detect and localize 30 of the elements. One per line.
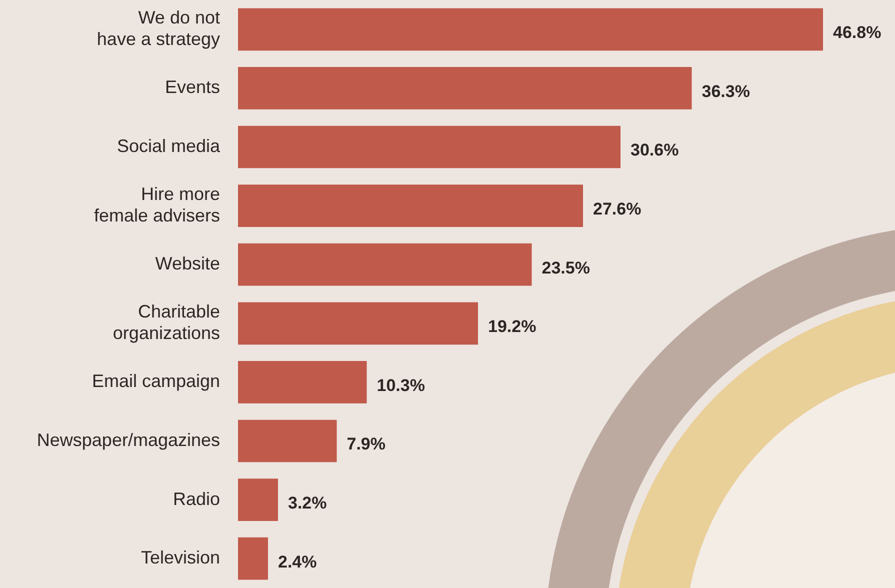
y-tick-label: Newspaper/magazines	[36, 430, 220, 450]
bar	[238, 126, 620, 168]
data-label: 10.3%	[376, 376, 425, 395]
data-label: 46.8%	[833, 23, 882, 42]
y-tick-label: Hire more female advisers	[94, 184, 220, 226]
data-label: 2.4%	[278, 552, 317, 572]
y-tick-label: Television	[140, 548, 220, 568]
bar	[238, 8, 823, 51]
y-tick-label: We do not have a strategy	[96, 8, 220, 50]
y-tick-label: Radio	[172, 488, 220, 509]
data-label: 3.2%	[288, 493, 327, 512]
bar	[238, 67, 692, 110]
data-label: 7.9%	[346, 434, 386, 454]
data-label: 36.3%	[702, 82, 750, 101]
bar	[238, 184, 583, 227]
bar	[238, 537, 268, 580]
data-label: 19.2%	[488, 317, 536, 336]
bar	[238, 420, 337, 462]
data-label: 27.6%	[593, 199, 642, 218]
y-tick-label: Charitable organizations	[112, 302, 220, 344]
data-label: 23.5%	[542, 258, 590, 278]
bar	[238, 243, 532, 286]
data-label: 30.6%	[630, 140, 679, 160]
bar	[238, 361, 367, 404]
bar	[238, 478, 278, 521]
y-tick-label: Website	[155, 254, 220, 274]
bar	[238, 302, 478, 345]
y-tick-label: Email campaign	[92, 371, 220, 392]
y-tick-label: Events	[164, 77, 220, 98]
y-tick-label: Social media	[116, 136, 221, 156]
